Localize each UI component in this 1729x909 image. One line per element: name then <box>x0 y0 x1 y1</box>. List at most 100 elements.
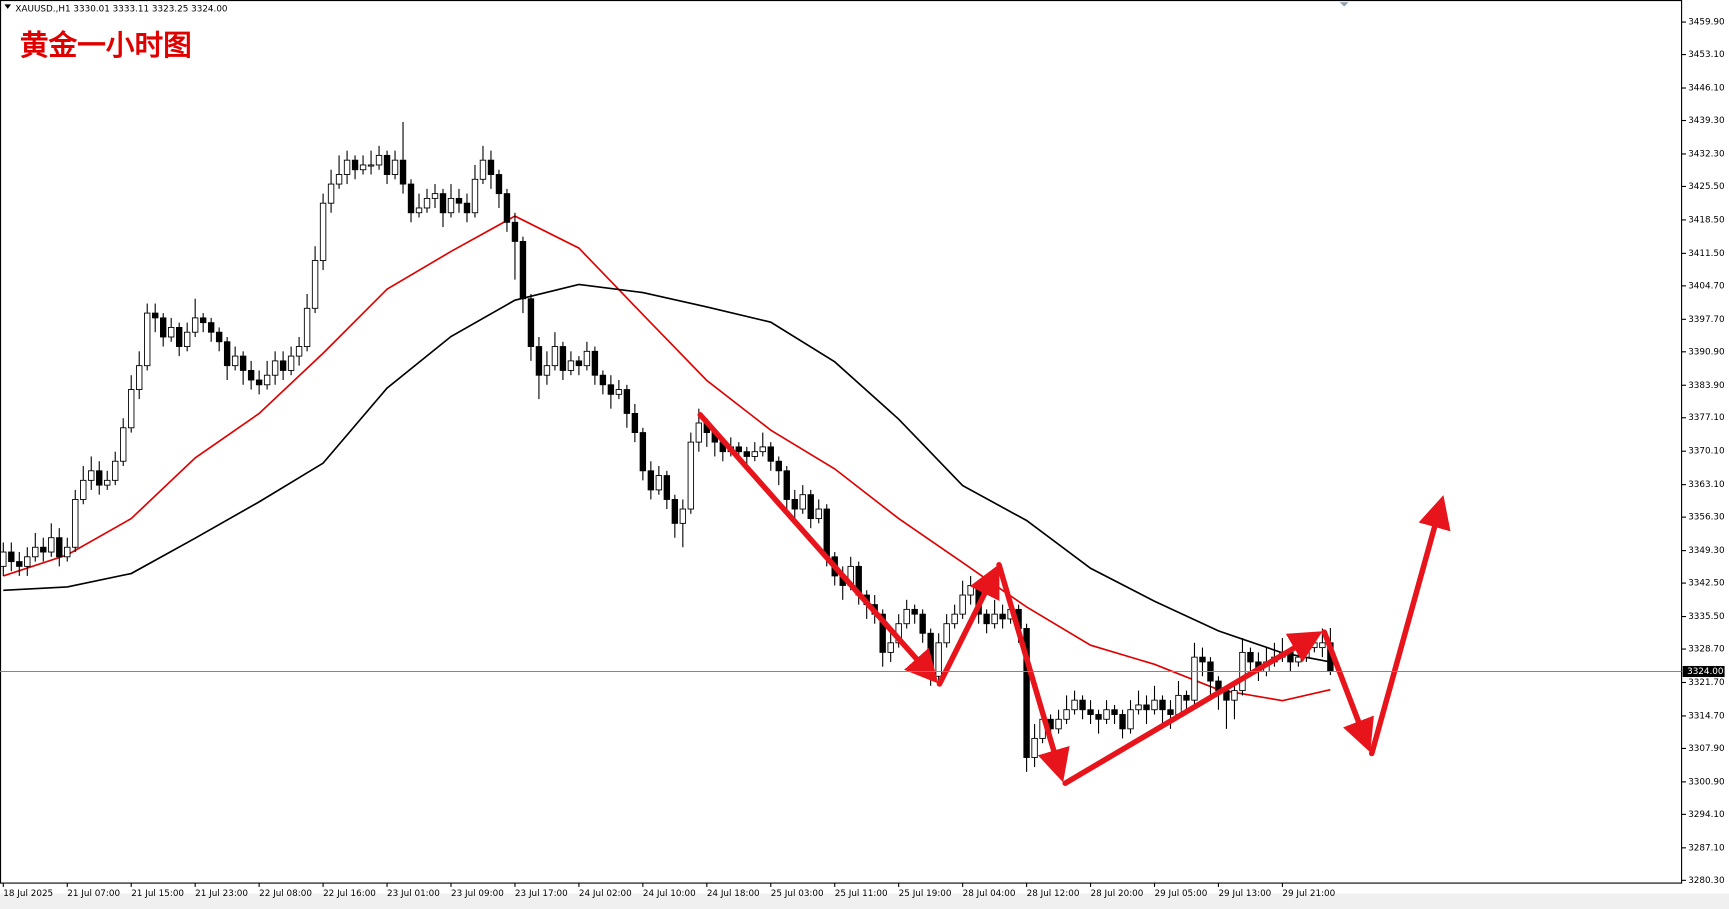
candle-body <box>1151 699 1158 711</box>
candle-body <box>687 441 695 510</box>
candle-body <box>120 427 127 462</box>
y-tick-label: 3294.10 <box>1688 810 1725 820</box>
candle-body <box>951 613 958 625</box>
y-tick-label: 3363.10 <box>1688 480 1725 490</box>
y-tick-label: 3370.10 <box>1688 447 1725 457</box>
candle-body <box>823 508 830 558</box>
candle-body <box>439 193 447 214</box>
candle-body <box>48 537 55 553</box>
x-tick-label: 28 Jul 04:00 <box>963 889 1016 899</box>
candle-body <box>663 475 671 500</box>
candle-body <box>775 460 782 472</box>
candle-body <box>535 346 543 376</box>
candle-body <box>463 202 471 214</box>
candle-body <box>1111 709 1118 715</box>
candle-body <box>807 494 814 520</box>
y-tick-label: 3314.70 <box>1688 711 1725 721</box>
candle-body <box>1159 699 1166 711</box>
candle-body <box>88 470 95 481</box>
candle-body <box>503 193 511 223</box>
candle-body <box>495 174 503 195</box>
candle-body <box>183 331 191 347</box>
candle-body <box>943 623 950 644</box>
candle-body <box>679 508 687 524</box>
candle-body <box>575 360 583 367</box>
y-tick-label: 3383.90 <box>1688 381 1725 391</box>
candle-body <box>959 594 966 615</box>
candle-body <box>159 317 167 338</box>
y-tick-label: 3300.90 <box>1688 777 1725 787</box>
candle-body <box>407 183 415 214</box>
arrow <box>1321 629 1374 753</box>
candle-body <box>983 613 990 625</box>
candle-body <box>136 365 143 390</box>
x-tick-label: 29 Jul 13:00 <box>1218 889 1271 899</box>
candle-body <box>815 508 822 520</box>
x-tick-label: 28 Jul 20:00 <box>1091 889 1144 899</box>
candle-body <box>167 326 175 338</box>
last-price-label: 3324.00 <box>1687 667 1724 677</box>
candle-body <box>631 413 639 434</box>
shift-marker <box>1339 2 1349 7</box>
x-tick-label: 29 Jul 05:00 <box>1155 889 1208 899</box>
y-tick-label: 3377.10 <box>1688 413 1725 423</box>
y-tick-label: 3459.90 <box>1688 18 1725 28</box>
candle-body <box>615 389 623 395</box>
moving-averages <box>3 215 1331 702</box>
candle-body <box>1031 737 1038 758</box>
candle-body <box>1079 699 1086 711</box>
candle-body <box>40 546 47 553</box>
y-tick-label: 3349.30 <box>1688 546 1725 556</box>
candle-body <box>104 479 111 486</box>
y-tick-label: 3342.50 <box>1688 579 1725 589</box>
y-tick-label: 3418.50 <box>1688 215 1725 225</box>
y-tick-label: 3439.30 <box>1688 116 1725 126</box>
candle-body <box>16 561 23 567</box>
arrow <box>697 412 939 684</box>
x-tick-label: 24 Jul 18:00 <box>707 889 760 899</box>
candle-body <box>1119 714 1126 730</box>
candle-body <box>999 613 1006 620</box>
x-tick-label: 23 Jul 01:00 <box>387 889 440 899</box>
candle-body <box>879 613 886 653</box>
candle-body <box>783 470 790 500</box>
candle-body <box>567 360 575 371</box>
candle-body <box>96 470 103 486</box>
candle-body <box>743 451 750 457</box>
candle-body <box>1167 709 1174 715</box>
candle-body <box>527 298 535 347</box>
y-tick-label: 3446.10 <box>1688 84 1725 94</box>
candle-body <box>991 613 998 625</box>
candle-body <box>1135 704 1142 711</box>
candle-body <box>671 499 679 524</box>
moving-average-line <box>3 215 1331 702</box>
candle-body <box>215 331 223 343</box>
candle-body <box>431 193 439 199</box>
candle-body <box>279 360 287 371</box>
status-strip <box>0 893 1729 909</box>
candle-body <box>231 355 239 367</box>
candle-body <box>144 312 151 367</box>
candle-body <box>919 613 926 634</box>
x-tick-label: 24 Jul 02:00 <box>579 889 632 899</box>
arrow <box>1062 631 1323 786</box>
candle-body <box>391 159 399 175</box>
candle-body <box>967 585 974 596</box>
x-tick-label: 25 Jul 03:00 <box>771 889 824 899</box>
candle-body <box>759 446 766 453</box>
candle-body <box>647 470 655 491</box>
x-tick-label: 25 Jul 11:00 <box>835 889 888 899</box>
x-tick-label: 23 Jul 17:00 <box>515 889 568 899</box>
candle-body <box>479 159 487 180</box>
y-tick-label: 3397.70 <box>1688 315 1725 325</box>
candle-body <box>1087 709 1094 715</box>
x-tick-label: 23 Jul 09:00 <box>451 889 504 899</box>
candle-body <box>791 499 798 510</box>
candle-body <box>128 389 135 429</box>
candle-body <box>1143 704 1150 711</box>
candle-body <box>751 451 758 457</box>
x-tick-label: 28 Jul 12:00 <box>1027 889 1080 899</box>
candle-body <box>247 370 255 381</box>
